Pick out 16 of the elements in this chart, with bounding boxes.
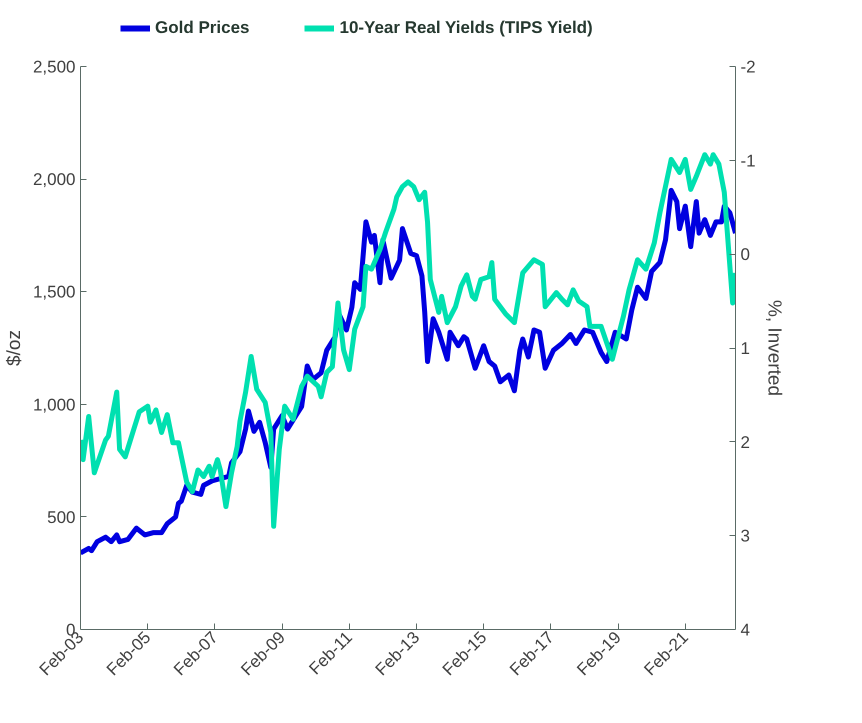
y2-tick-label: -2	[740, 58, 756, 76]
y2-tick-label: 4	[740, 620, 750, 640]
y-tick-label: 2,000	[32, 170, 76, 190]
y-tick-label: 2,500	[32, 58, 76, 76]
legend-label: Gold Prices	[155, 18, 250, 38]
y-tick-label: 1,500	[32, 282, 76, 302]
legend-label: 10-Year Real Yields (TIPS Yield)	[339, 18, 593, 38]
y2-tick-label: 2	[740, 432, 750, 452]
y2-tick-label: 1	[740, 339, 750, 358]
y2-axis-title: %, Inverted	[764, 300, 785, 396]
y2-tick-label: -1	[740, 151, 756, 170]
y-tick-label: 500	[47, 508, 76, 527]
y2-tick-label: 3	[740, 526, 750, 546]
y-tick-label: 1,000	[32, 395, 76, 414]
y2-tick-label: 0	[740, 245, 750, 264]
y-axis-title: $/oz	[4, 330, 25, 366]
